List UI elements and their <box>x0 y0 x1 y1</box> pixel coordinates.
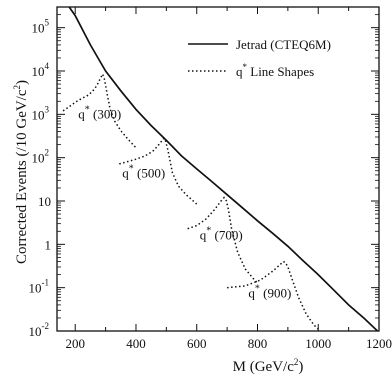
y-tick-base: 10 <box>29 281 42 296</box>
y-tick-exp: 3 <box>45 104 50 114</box>
qstar-annotation: q* (500) <box>122 163 165 180</box>
x-tick-label: 800 <box>248 336 268 351</box>
plot-area <box>62 7 379 331</box>
x-axis-title: M (GeV/c2) <box>233 357 304 375</box>
qstar-annotation-mass: (300) <box>90 107 121 122</box>
x-axis-title-main: M (GeV/c <box>233 359 295 375</box>
legend-qstar-star: * <box>243 62 248 72</box>
qstar-annotation-star: * <box>129 163 134 174</box>
qstar-annotation-q: q <box>200 227 207 242</box>
y-tick-base: 10 <box>32 151 45 166</box>
y-tick-label: 105 <box>32 18 50 36</box>
qstar-annotation: q* (900) <box>248 283 291 300</box>
qstar-annotation-star: * <box>85 105 90 116</box>
x-axis-title-sup: 2 <box>294 357 299 367</box>
qstar-annotation-mass: (700) <box>211 227 242 242</box>
y-tick-label: 10 <box>38 194 51 209</box>
y-tick-base: 10 <box>29 324 42 339</box>
x-tick-label: 600 <box>187 336 207 351</box>
y-tick-base: 1 <box>45 237 52 252</box>
legend-qstar-label: q* Line Shapes <box>236 62 314 79</box>
qstar-annotation-q: q <box>248 285 255 300</box>
x-tick-label: 200 <box>65 336 85 351</box>
series-qstar-line-700 <box>187 196 259 284</box>
x-tick-label: 1000 <box>305 336 331 351</box>
y-axis-title-end: ) <box>14 80 30 85</box>
qstar-annotation-star: * <box>255 283 260 294</box>
y-tick-base: 10 <box>38 194 51 209</box>
x-axis-title-end: ) <box>298 359 303 375</box>
y-tick-exp: 2 <box>45 148 50 158</box>
y-tick-base: 10 <box>32 21 45 36</box>
qstar-annotation-mass: (900) <box>260 285 291 300</box>
y-tick-exp: -1 <box>42 278 50 288</box>
series-jetrad-line <box>68 7 379 331</box>
y-tick-base: 10 <box>32 107 45 122</box>
legend-jetrad-label: Jetrad (CTEQ6M) <box>236 37 331 52</box>
y-tick-exp: 5 <box>45 18 50 28</box>
x-tick-label: 1200 <box>366 336 392 351</box>
y-axis-title-sup: 2 <box>12 85 22 90</box>
qstar-annotation: q* (700) <box>200 225 243 242</box>
series-qstar-line-500 <box>119 137 198 205</box>
qstar-annotation: q* (300) <box>78 105 121 122</box>
plot-frame <box>56 6 380 332</box>
y-tick-exp: -2 <box>42 321 50 331</box>
legend-qstar-rest: Line Shapes <box>247 64 314 79</box>
qstar-annotation-q: q <box>78 107 85 122</box>
y-tick-label: 1 <box>45 237 52 252</box>
qstar-annotation-star: * <box>206 225 211 236</box>
x-tick-label: 400 <box>126 336 146 351</box>
qstar-annotation-q: q <box>122 165 129 180</box>
y-tick-label: 10-1 <box>29 278 50 296</box>
y-tick-exp: 4 <box>45 61 50 71</box>
legend: Jetrad (CTEQ6M) q* Line Shapes <box>188 37 331 79</box>
y-tick-label: 102 <box>32 148 50 166</box>
y-tick-label: 104 <box>32 61 50 79</box>
y-tick-label: 10-2 <box>29 321 50 339</box>
y-tick-base: 10 <box>32 64 45 79</box>
y-axis-title: Corrected Events (/10 GeV/c2) <box>12 80 30 264</box>
legend-qstar-q: q <box>236 64 243 79</box>
y-tick-label: 103 <box>32 104 50 122</box>
y-axis-title-main: Corrected Events (/10 GeV/c <box>14 89 30 264</box>
qstar-annotation-mass: (500) <box>134 165 165 180</box>
